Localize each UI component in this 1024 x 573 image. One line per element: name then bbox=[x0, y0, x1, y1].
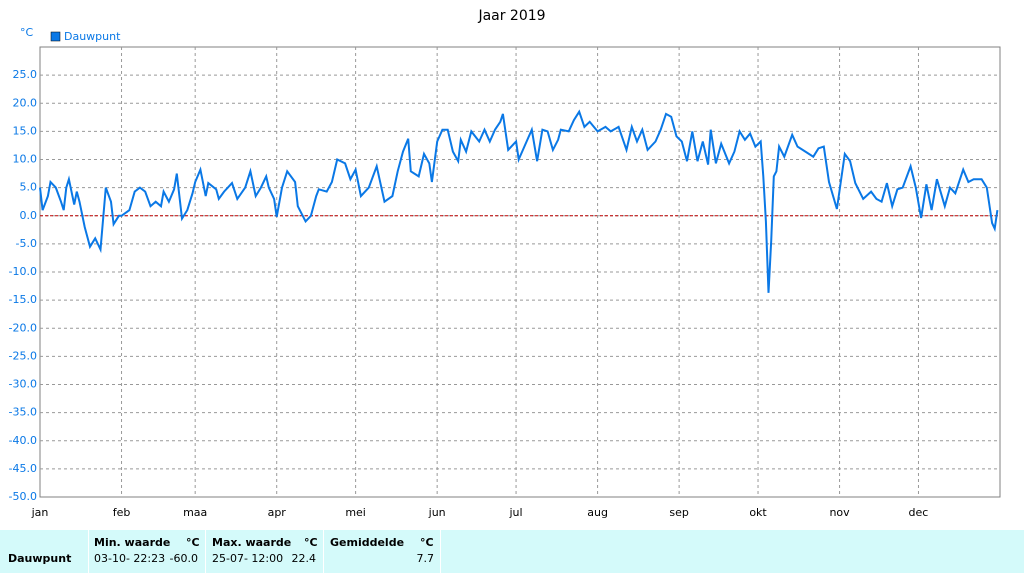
y-tick-label: -15.0 bbox=[9, 293, 37, 306]
y-tick-label: -35.0 bbox=[9, 406, 37, 419]
separator bbox=[88, 530, 89, 573]
y-axis-unit: °C bbox=[20, 26, 34, 39]
max-time: 25-07- 12:00 bbox=[212, 552, 284, 565]
min-time: 03-10- 22:23 bbox=[94, 552, 166, 565]
y-tick-label: 15.0 bbox=[13, 124, 38, 137]
legend-swatch bbox=[50, 31, 61, 42]
x-tick-label: apr bbox=[268, 506, 287, 519]
header: Min. waarde bbox=[94, 536, 171, 549]
y-tick-label: -40.0 bbox=[9, 434, 37, 447]
separator bbox=[440, 530, 441, 573]
stats-table: Min. waarde °C Max. waarde °C Gemiddelde… bbox=[0, 530, 1024, 573]
y-tick-label: -30.0 bbox=[9, 378, 37, 391]
x-tick-label: mei bbox=[345, 506, 366, 519]
x-tick-label: maa bbox=[183, 506, 207, 519]
y-tick-label: 0.0 bbox=[20, 209, 38, 222]
y-tick-label: -25.0 bbox=[9, 349, 37, 362]
chart-title: Jaar 2019 bbox=[477, 8, 545, 24]
header: Gemiddelde bbox=[330, 536, 405, 549]
x-tick-label: jul bbox=[509, 506, 523, 519]
header: °C bbox=[304, 536, 318, 549]
y-tick-label: 5.0 bbox=[20, 181, 38, 194]
x-tick-label: nov bbox=[829, 506, 850, 519]
x-tick-label: sep bbox=[669, 506, 688, 519]
y-tick-label: 25.0 bbox=[13, 68, 38, 81]
min-value: -60.0 bbox=[169, 552, 198, 565]
x-tick-label: jun bbox=[428, 506, 446, 519]
header: °C bbox=[186, 536, 200, 549]
y-tick-label: -10.0 bbox=[9, 265, 37, 278]
x-tick-label: jan bbox=[31, 506, 49, 519]
row-label: Dauwpunt bbox=[8, 552, 72, 565]
separator bbox=[323, 530, 324, 573]
avg-value: 7.7 bbox=[416, 552, 435, 565]
x-tick-label: okt bbox=[749, 506, 767, 519]
y-tick-label: 10.0 bbox=[13, 153, 38, 166]
x-tick-label: dec bbox=[909, 506, 929, 519]
max-value: 22.4 bbox=[291, 552, 317, 565]
x-tick-label: feb bbox=[113, 506, 131, 519]
data-line bbox=[39, 109, 999, 293]
y-tick-label: -50.0 bbox=[9, 490, 37, 503]
header: Max. waarde bbox=[212, 536, 292, 549]
chart: Jaar 2019 °C -50.0 -45.0 -40.0 -35.0 -30.0 -2… bbox=[9, 8, 1001, 519]
separator bbox=[205, 530, 206, 573]
y-tick-label: -5.0 bbox=[16, 237, 37, 250]
x-tick-label: aug bbox=[587, 506, 608, 519]
y-tick-label: -20.0 bbox=[9, 321, 37, 334]
y-tick-label: 20.0 bbox=[13, 96, 38, 109]
header: °C bbox=[420, 536, 434, 549]
y-tick-label: -45.0 bbox=[9, 462, 37, 475]
legend-label: Dauwpunt bbox=[64, 30, 121, 43]
